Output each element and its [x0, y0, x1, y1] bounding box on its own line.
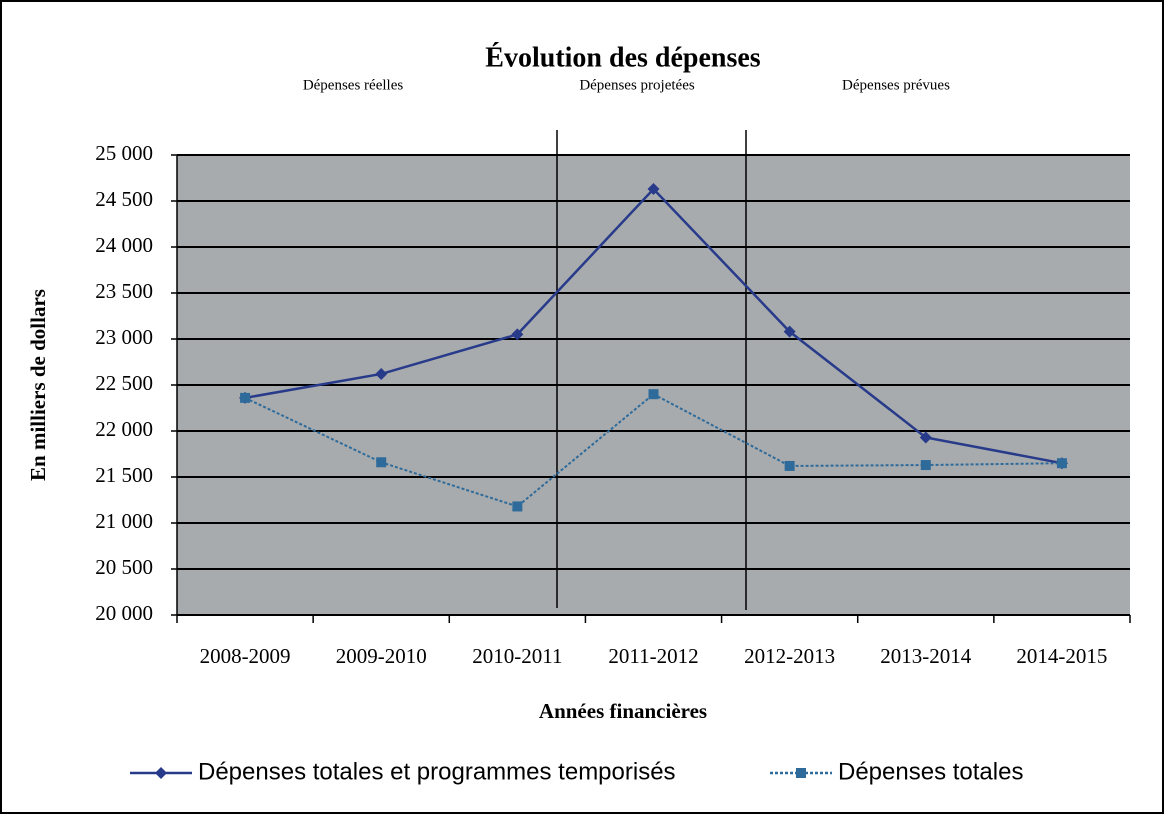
marker	[1056, 458, 1067, 469]
chart-title: Évolution des dépenses	[485, 42, 760, 73]
annotation: Dépenses prévues	[842, 77, 950, 93]
y-tick-label: 24 000	[95, 233, 153, 257]
y-axis-title: En milliers de dollars	[26, 289, 50, 481]
y-tick-label: 20 500	[95, 555, 153, 579]
marker	[155, 767, 167, 779]
y-tick-label: 21 500	[95, 463, 153, 487]
x-tick-label: 2011-2012	[608, 644, 698, 668]
x-tick-label: 2013-2014	[880, 644, 971, 668]
marker	[511, 328, 524, 341]
y-tick-label: 22 500	[95, 371, 153, 395]
marker	[783, 325, 796, 338]
y-tick-label: 21 000	[95, 509, 153, 533]
marker	[920, 460, 931, 471]
x-tick-label: 2010-2011	[472, 644, 562, 668]
y-tick-label: 23 500	[95, 279, 153, 303]
marker	[648, 389, 659, 400]
x-tick-label: 2008-2009	[200, 644, 291, 668]
y-tick-label: 24 500	[95, 187, 153, 211]
grid	[177, 154, 1130, 616]
y-tick-label: 20 000	[95, 601, 153, 625]
marker	[796, 768, 806, 778]
marker	[784, 460, 795, 471]
y-tick-label: 22 000	[95, 417, 153, 441]
x-tick-label: 2014-2015	[1016, 644, 1107, 668]
marker	[919, 431, 932, 444]
x-tick-label: 2009-2010	[336, 644, 427, 668]
x-tick-label: 2012-2013	[744, 644, 835, 668]
marker	[375, 367, 388, 380]
legend-label: Dépenses totales	[838, 758, 1023, 785]
x-axis-title: Années financières	[539, 699, 707, 723]
annotation: Dépenses réelles	[303, 77, 404, 93]
marker	[512, 501, 523, 512]
y-tick-label: 23 000	[95, 325, 153, 349]
marker	[240, 392, 251, 403]
marker	[647, 183, 660, 196]
y-tick-label: 25 000	[95, 141, 153, 165]
marker	[376, 457, 387, 468]
annotation: Dépenses projetées	[579, 77, 695, 93]
legend-label: Dépenses totales et programmes temporisé…	[198, 758, 676, 785]
